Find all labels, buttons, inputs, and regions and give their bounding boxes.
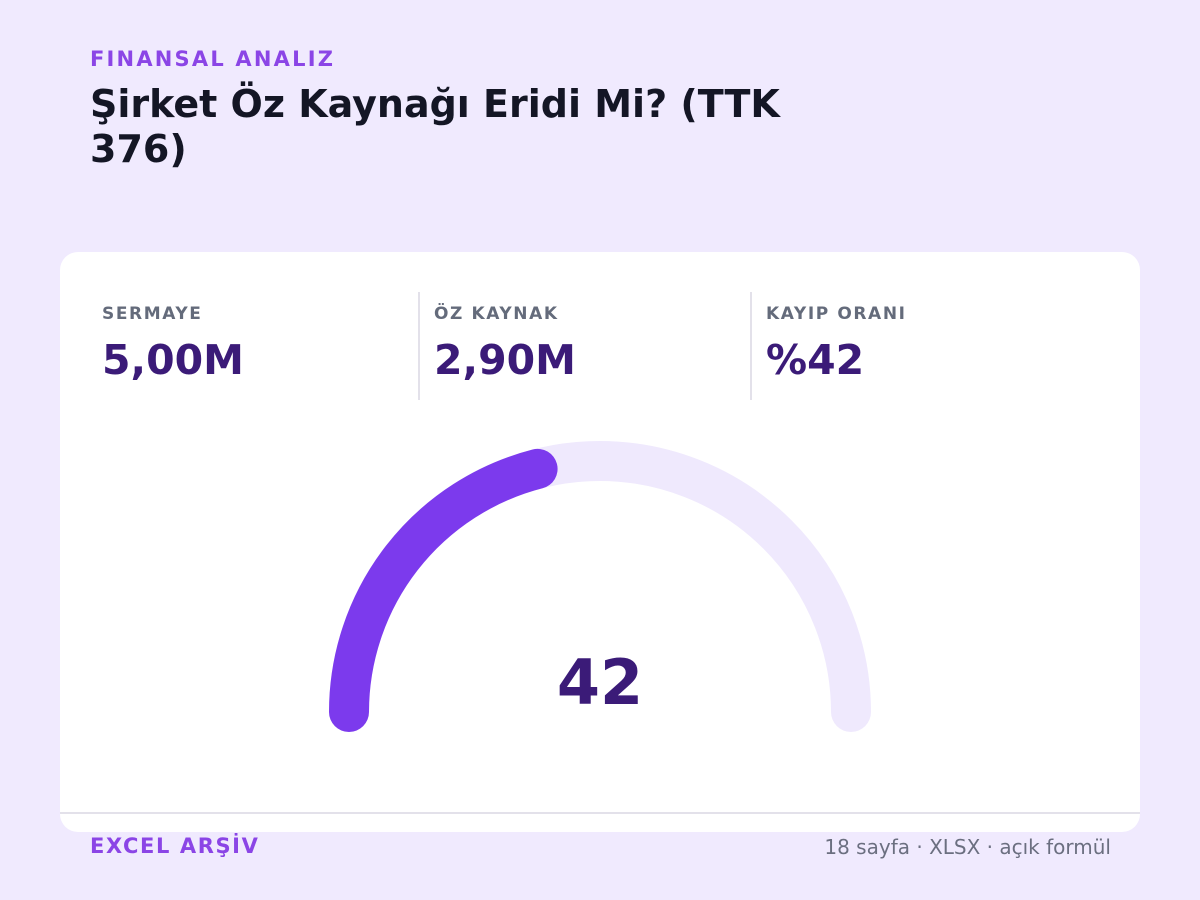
stat-label: ÖZ KAYNAK bbox=[434, 304, 559, 324]
summary-card: SERMAYE 5,00M ÖZ KAYNAK 2,90M KAYIP ORAN… bbox=[60, 252, 1140, 832]
brand-label: EXCEL ARŞİV bbox=[90, 834, 260, 858]
stat-label: SERMAYE bbox=[102, 304, 203, 324]
footer-meta: 18 sayfa · XLSX · açık formül bbox=[824, 835, 1111, 859]
stat-value: 5,00M bbox=[102, 336, 244, 384]
card-divider bbox=[60, 812, 1140, 814]
stat-label: KAYIP ORANI bbox=[766, 304, 907, 324]
stat-loss-ratio: KAYIP ORANI %42 bbox=[750, 292, 1082, 400]
stat-value: 2,90M bbox=[434, 336, 576, 384]
gauge-value: 42 bbox=[557, 646, 643, 719]
loss-gauge: 42 bbox=[329, 441, 871, 732]
kicker-label: FINANSAL ANALIZ bbox=[90, 47, 336, 71]
page-title: Şirket Öz Kaynağı Eridi Mi? (TTK 376) bbox=[90, 82, 780, 171]
gauge-fill bbox=[329, 448, 558, 732]
stat-capital: SERMAYE 5,00M bbox=[102, 292, 418, 400]
stat-equity: ÖZ KAYNAK 2,90M bbox=[418, 292, 750, 400]
stat-value: %42 bbox=[766, 336, 865, 384]
